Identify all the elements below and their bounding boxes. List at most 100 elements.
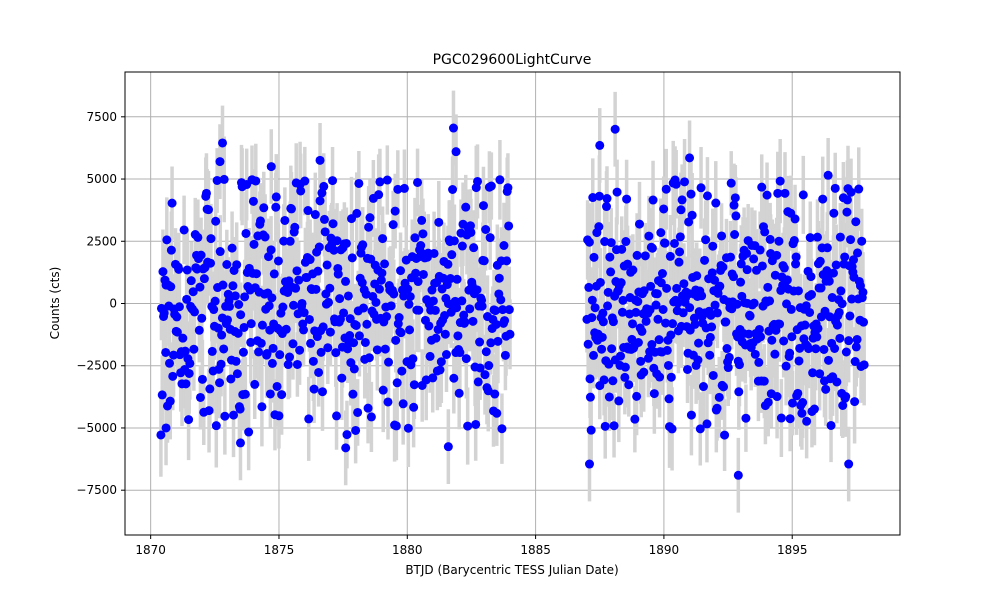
- data-point: [328, 176, 338, 186]
- data-point: [586, 425, 596, 435]
- data-point: [435, 365, 445, 375]
- data-point: [197, 374, 207, 384]
- y-tick-label: 0: [109, 297, 117, 311]
- data-point: [664, 394, 674, 404]
- data-point: [231, 356, 241, 366]
- data-point: [473, 377, 483, 387]
- data-point: [721, 317, 731, 327]
- data-point: [597, 332, 607, 342]
- data-point: [822, 243, 832, 253]
- data-point: [481, 347, 491, 357]
- data-point: [215, 378, 225, 388]
- data-point: [785, 414, 795, 424]
- data-point: [762, 190, 772, 200]
- data-point: [744, 329, 754, 339]
- x-tick-label: 1870: [135, 543, 166, 557]
- data-point: [372, 345, 382, 355]
- data-point: [675, 232, 685, 242]
- data-point: [492, 408, 502, 418]
- data-point: [212, 175, 222, 185]
- data-point: [251, 269, 261, 279]
- data-point: [821, 384, 831, 394]
- data-point: [409, 402, 419, 412]
- data-point: [603, 301, 613, 311]
- data-point: [478, 201, 488, 211]
- data-point: [840, 252, 850, 262]
- data-point: [824, 276, 834, 286]
- data-point: [609, 421, 619, 431]
- data-point: [165, 396, 175, 406]
- data-point: [325, 283, 335, 293]
- data-point: [182, 265, 192, 275]
- data-point: [696, 183, 706, 193]
- data-point: [416, 241, 426, 251]
- data-point: [233, 328, 243, 338]
- data-point: [271, 192, 281, 202]
- data-point: [714, 392, 724, 402]
- data-point: [341, 276, 351, 286]
- data-point: [798, 190, 808, 200]
- data-point: [332, 411, 342, 421]
- data-point: [749, 298, 759, 308]
- data-point: [427, 285, 437, 295]
- data-point: [477, 301, 487, 311]
- data-point: [859, 360, 869, 370]
- data-point: [686, 189, 696, 199]
- data-point: [815, 256, 825, 266]
- data-point: [308, 356, 318, 366]
- data-point: [653, 314, 663, 324]
- data-point: [847, 294, 857, 304]
- data-point: [711, 198, 721, 208]
- data-point: [366, 412, 376, 422]
- data-point: [316, 347, 326, 357]
- data-point: [695, 424, 705, 434]
- data-point: [377, 268, 387, 278]
- data-point: [169, 350, 179, 360]
- x-axis-ticks: 1870 1875 1880 1885 1890 1895: [135, 535, 807, 557]
- data-point: [612, 187, 622, 197]
- chart-title: PGC029600LightCurve: [433, 52, 592, 68]
- data-point: [647, 243, 657, 253]
- data-point: [677, 195, 687, 205]
- data-point: [217, 330, 227, 340]
- data-point: [218, 138, 228, 148]
- data-point: [409, 380, 419, 390]
- data-point: [808, 368, 818, 378]
- data-point: [661, 318, 671, 328]
- data-point: [436, 357, 446, 367]
- data-point: [707, 322, 717, 332]
- data-point: [285, 236, 295, 246]
- data-point: [360, 337, 370, 347]
- data-point: [405, 325, 415, 335]
- data-point: [222, 260, 232, 270]
- data-point: [174, 264, 184, 274]
- data-point: [584, 282, 594, 292]
- data-point: [408, 354, 418, 364]
- data-point: [606, 267, 616, 277]
- data-point: [319, 214, 329, 224]
- data-point: [352, 208, 362, 218]
- data-point: [197, 313, 207, 323]
- data-point: [485, 233, 495, 243]
- data-point: [685, 303, 695, 313]
- data-point: [434, 217, 444, 227]
- data-point: [374, 190, 384, 200]
- data-point: [348, 389, 358, 399]
- data-point: [256, 338, 266, 348]
- data-point: [694, 338, 704, 348]
- data-point: [382, 312, 392, 322]
- data-point: [461, 202, 471, 212]
- data-point: [858, 287, 868, 297]
- data-point: [390, 206, 400, 216]
- data-point: [297, 298, 307, 308]
- data-point: [787, 398, 797, 408]
- data-point: [305, 255, 315, 265]
- data-point: [830, 344, 840, 354]
- data-point: [466, 227, 476, 237]
- data-point: [440, 329, 450, 339]
- data-point: [705, 350, 715, 360]
- data-point: [614, 396, 624, 406]
- data-point: [300, 176, 310, 186]
- data-point: [710, 300, 720, 310]
- data-point: [468, 316, 478, 326]
